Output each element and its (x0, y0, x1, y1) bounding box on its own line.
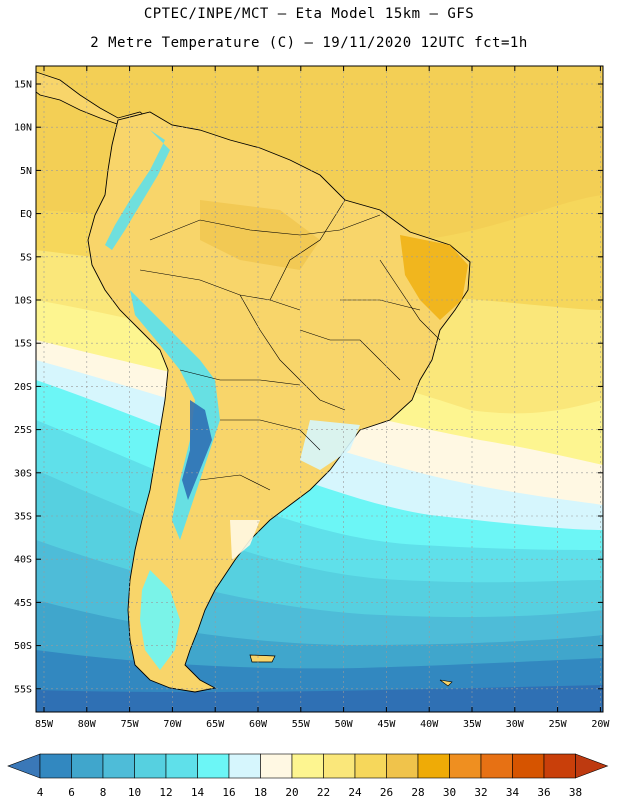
lon-label: 55W (292, 719, 311, 730)
colorbar-segment (102, 753, 135, 779)
colorbar-segment (39, 753, 72, 779)
colorbar-label: 18 (254, 786, 267, 799)
lat-label: 10N (14, 123, 32, 134)
south-georgia (439, 679, 453, 687)
colorbar-segment (543, 753, 576, 779)
colorbar-segment (480, 753, 513, 779)
latitude-labels: 15N 10N 5N EQ 5S 10S 15S 20S 25S 30S 35S 40S 45S 50S 5… (14, 80, 603, 695)
colorbar-segment (197, 753, 230, 779)
map-frame (35, 65, 604, 713)
ocean-band-4 (36, 685, 603, 712)
country-borders (139, 199, 441, 491)
andes-peak-coldest (182, 400, 212, 500)
lon-label: 25W (549, 719, 568, 730)
lat-label: 20S (14, 382, 32, 393)
lon-label: 80W (78, 719, 97, 730)
lat-label: 35S (14, 512, 32, 523)
lat-label: 40S (14, 555, 32, 566)
colorbar-segment (228, 753, 261, 779)
patagonia-cold (140, 570, 180, 670)
lat-label: 5S (20, 252, 32, 263)
colorbar-label: 22 (317, 786, 330, 799)
colorbar-label: 12 (159, 786, 172, 799)
colorbar-label: 24 (348, 786, 362, 799)
colorbar-label: 38 (569, 786, 582, 799)
colorbar-segment (386, 753, 419, 779)
lon-label: 45W (377, 719, 396, 730)
lat-label: 15N (14, 80, 32, 91)
colorbar-label: 10 (128, 786, 141, 799)
colorbar-low-arrow (7, 753, 41, 779)
colorbar-label: 16 (222, 786, 235, 799)
colorbar-segment (260, 753, 293, 779)
lat-label: EQ (20, 209, 32, 220)
colorbar: 4 6 8 10 12 14 16 18 20 22 24 26 28 30 32 34 36 38 (7, 753, 609, 799)
colorbar-segment (512, 753, 545, 779)
map-title-line-1: CPTEC/INPE/MCT – Eta Model 15km – GFS (143, 6, 475, 22)
colorbar-label: 36 (537, 786, 550, 799)
lat-label: 25S (14, 425, 32, 436)
colorbar-label: 26 (380, 786, 393, 799)
warm-region-amazon (200, 200, 320, 270)
colorbar-label: 28 (411, 786, 424, 799)
colorbar-label: 8 (100, 786, 107, 799)
andes-north-cold (105, 130, 170, 250)
lat-label: 30S (14, 468, 32, 479)
colorbar-segment (323, 753, 356, 779)
colorbar-segment (134, 753, 167, 779)
colorbar-label: 32 (474, 786, 487, 799)
lat-label: 55S (14, 684, 32, 695)
colorbar-segment (291, 753, 324, 779)
colorbar-segment (165, 753, 198, 779)
lon-label: 30W (506, 719, 525, 730)
falkland-islands (249, 654, 276, 663)
colorbar-label: 30 (443, 786, 456, 799)
lon-label: 85W (35, 719, 54, 730)
colorbar-label: 14 (191, 786, 205, 799)
lon-label: 65W (206, 719, 225, 730)
lon-label: 70W (163, 719, 182, 730)
map-plot-area (36, 66, 603, 712)
colorbar-segment (449, 753, 482, 779)
lat-label: 15S (14, 339, 32, 350)
lat-label: 45S (14, 598, 32, 609)
pampas-mild (230, 520, 260, 560)
lon-label: 40W (420, 719, 439, 730)
lon-label: 35W (463, 719, 482, 730)
lat-label: 10S (14, 296, 32, 307)
colorbar-label: 6 (68, 786, 75, 799)
southeast-cool (300, 420, 360, 470)
colorbar-label: 4 (37, 786, 44, 799)
colorbar-high-arrow (575, 753, 609, 779)
lon-label: 20W (591, 719, 610, 730)
map-title-line-2: 2 Metre Temperature (C) – 19/11/2020 12U… (90, 35, 528, 51)
lon-label: 60W (249, 719, 268, 730)
lat-label: 50S (14, 641, 32, 652)
lon-label: 50W (335, 719, 354, 730)
colorbar-segment (71, 753, 104, 779)
warm-region-northeast (400, 235, 468, 320)
lon-label: 75W (121, 719, 140, 730)
longitude-labels: 85W 80W 75W 70W 65W 60W 55W 50W 45W 40W 35W 30W 25W 2… (35, 66, 610, 730)
colorbar-label: 20 (285, 786, 298, 799)
andes-central-cold (130, 290, 220, 540)
colorbar-label: 34 (506, 786, 520, 799)
colorbar-segment (354, 753, 387, 779)
south-america-land (87, 111, 471, 693)
lat-label: 5N (20, 166, 32, 177)
colorbar-segment (417, 753, 450, 779)
